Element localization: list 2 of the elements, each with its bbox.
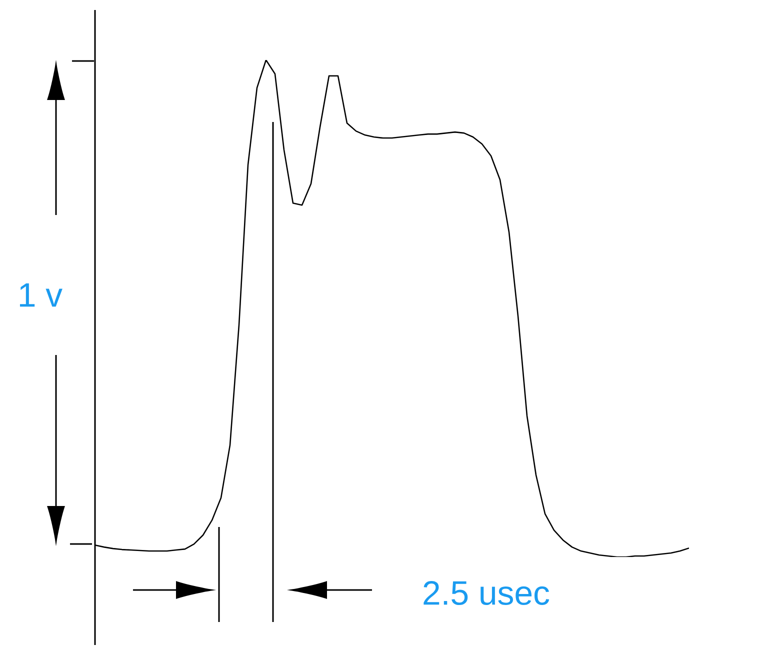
text: 2.5 usec — [424, 581, 550, 605]
text: 1 v — [20, 283, 62, 307]
